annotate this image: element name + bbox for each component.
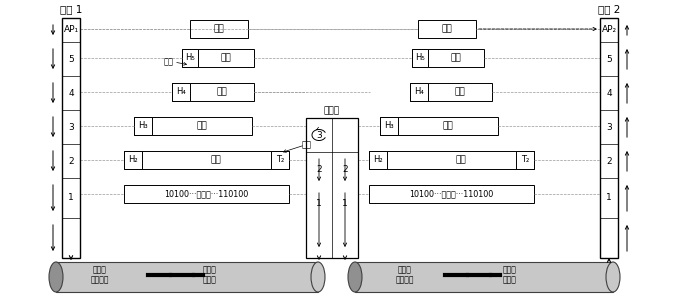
Text: AP₁: AP₁ (63, 25, 78, 35)
Text: 4: 4 (68, 88, 74, 98)
Text: 尾部: 尾部 (302, 140, 312, 150)
Text: 主机 2: 主机 2 (598, 4, 620, 14)
Bar (124, 185, 289, 203)
Bar (271, 151, 289, 169)
Text: 电信号: 电信号 (398, 266, 412, 274)
Text: 4: 4 (606, 88, 612, 98)
Text: 2: 2 (68, 156, 74, 166)
Text: 3: 3 (68, 122, 74, 132)
Text: T₂: T₂ (276, 155, 284, 165)
Text: 数据: 数据 (455, 155, 466, 165)
Text: 1: 1 (606, 193, 612, 203)
Bar (369, 151, 387, 169)
Bar (412, 49, 484, 67)
Bar (600, 18, 618, 258)
Text: 数据: 数据 (210, 155, 221, 165)
Bar (380, 117, 498, 135)
Bar (369, 185, 534, 203)
Bar (369, 151, 534, 169)
Bar (418, 20, 476, 38)
Text: H₂: H₂ (128, 155, 138, 165)
Bar (62, 18, 80, 258)
Bar (306, 118, 358, 258)
Text: 1: 1 (68, 193, 74, 203)
Text: 2: 2 (606, 156, 612, 166)
Text: 数据: 数据 (213, 24, 224, 33)
Bar (172, 83, 190, 101)
Text: 首部: 首部 (164, 58, 174, 66)
Bar (182, 49, 254, 67)
Text: 1: 1 (316, 199, 322, 207)
Text: 5: 5 (68, 54, 74, 64)
Text: 输媒体: 输媒体 (203, 275, 217, 285)
Text: 数据: 数据 (217, 88, 227, 96)
Text: 2: 2 (342, 165, 348, 174)
Text: 数据: 数据 (455, 88, 465, 96)
Bar (355, 262, 613, 292)
Text: 3: 3 (606, 122, 612, 132)
Text: 1: 1 (342, 199, 348, 207)
Bar (410, 83, 492, 101)
Text: 或光信号: 或光信号 (91, 275, 109, 285)
Text: 3: 3 (316, 130, 322, 140)
Text: 10100···比特流···110100: 10100···比特流···110100 (409, 189, 494, 199)
Bar (412, 49, 428, 67)
Text: H₂: H₂ (373, 155, 383, 165)
Text: 2: 2 (316, 165, 322, 174)
Text: H₄: H₄ (176, 88, 186, 96)
Bar (134, 117, 152, 135)
Bar (182, 49, 198, 67)
Text: 数据: 数据 (442, 24, 452, 33)
Bar (56, 262, 318, 292)
Text: AP₂: AP₂ (602, 25, 617, 35)
Ellipse shape (348, 262, 362, 292)
Ellipse shape (311, 262, 325, 292)
Ellipse shape (49, 262, 63, 292)
Bar (190, 20, 248, 38)
Text: 电信号: 电信号 (93, 266, 107, 274)
Text: 路由器: 路由器 (324, 106, 340, 115)
Bar (134, 117, 252, 135)
Text: T₂: T₂ (521, 155, 529, 165)
Text: 或光信号: 或光信号 (396, 275, 414, 285)
Bar (380, 117, 398, 135)
Bar (516, 151, 534, 169)
Text: 数据: 数据 (451, 54, 462, 62)
Text: 10100···比特流···110100: 10100···比特流···110100 (164, 189, 249, 199)
Text: H₅: H₅ (415, 54, 425, 62)
Text: H₅: H₅ (185, 54, 195, 62)
Text: 输媒体: 输媒体 (503, 275, 517, 285)
Text: H₃: H₃ (384, 121, 394, 130)
Text: 数据: 数据 (443, 121, 454, 130)
Bar (410, 83, 428, 101)
Bar (124, 151, 142, 169)
Text: 数据: 数据 (220, 54, 231, 62)
Text: 主机 1: 主机 1 (60, 4, 83, 14)
Text: 5: 5 (606, 54, 612, 64)
Text: 物理传: 物理传 (203, 266, 217, 274)
Bar (124, 151, 289, 169)
Text: 物理传: 物理传 (503, 266, 517, 274)
Bar (172, 83, 254, 101)
Text: 数据: 数据 (196, 121, 207, 130)
Text: H₃: H₃ (138, 121, 148, 130)
Ellipse shape (606, 262, 620, 292)
Text: H₄: H₄ (414, 88, 424, 96)
